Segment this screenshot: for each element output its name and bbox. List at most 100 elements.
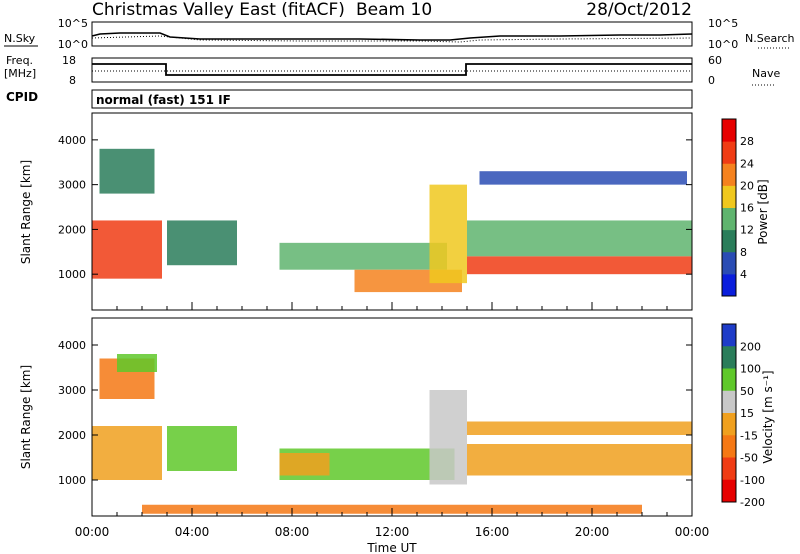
colorbar-tick-label: 200	[740, 340, 761, 353]
noise-left-tick-top: 10^5	[58, 17, 88, 30]
freq-tick-bottom: 8	[69, 74, 76, 87]
scatter-band	[467, 220, 692, 257]
y-tick-label: 1000	[58, 268, 86, 281]
colorbar-tick-label: -15	[740, 429, 758, 442]
scatter-band	[279, 242, 447, 270]
scatter-band	[167, 220, 237, 266]
freq-trace	[92, 63, 692, 76]
y-tick-label: 3000	[58, 179, 86, 192]
colorbar-tick-label: 100	[740, 363, 761, 376]
power-ylabel: Slant Range [km]	[19, 160, 33, 264]
colorbar-swatch	[722, 251, 736, 275]
scatter-band	[467, 256, 692, 275]
colorbar-swatch	[722, 229, 736, 253]
colorbar-swatch	[722, 346, 736, 369]
scatter-band	[92, 426, 162, 480]
noise-right-tick-bottom: 10^0	[708, 38, 738, 51]
velocity-panel-frame	[91, 317, 693, 517]
nsky-label: N.Sky	[4, 32, 36, 45]
cpid-label: CPID	[6, 90, 38, 104]
colorbar-tick-label: 50	[740, 385, 754, 398]
y-tick-label: 1000	[58, 474, 86, 487]
scatter-band	[479, 171, 687, 185]
time-axis-label: Time UT	[366, 541, 417, 554]
plot-title: Christmas Valley East (fitACF)	[92, 0, 345, 20]
colorbar-tick-label: 24	[740, 157, 754, 170]
time-tick-label: 00:00	[75, 525, 110, 539]
scatter-band	[429, 390, 467, 485]
colorbar-swatch	[722, 413, 736, 436]
nsearch-label: N.Search	[745, 32, 795, 45]
colorbar-tick-label: -200	[740, 496, 765, 509]
colorbar-tick-label: 8	[740, 246, 747, 259]
colorbar-swatch	[722, 479, 736, 503]
scatter-band	[467, 444, 692, 476]
nsearch-trace	[91, 35, 693, 43]
time-axis: 00:00 04:00 08:00 12:00 16:00 20:00 00:00	[75, 525, 710, 539]
velocity-colorbar: 200 100 50 15 -15 -50 -100 -200	[721, 323, 765, 509]
velocity-heatmap	[92, 354, 692, 514]
velocity-ylabel: Slant Range [km]	[19, 365, 33, 469]
colorbar-tick-label: 28	[740, 135, 754, 148]
scatter-band	[467, 421, 692, 435]
cpid-text: normal (fast) 151 IF	[96, 93, 231, 107]
power-colorbar-label: Power [dB]	[756, 179, 770, 244]
y-tick-label: 2000	[58, 429, 86, 442]
time-tick-label: 12:00	[375, 525, 410, 539]
colorbar-swatch	[722, 435, 736, 458]
nsky-trace	[91, 32, 693, 41]
freq-panel	[91, 57, 693, 83]
colorbar-frame	[721, 323, 737, 503]
scatter-band	[92, 220, 162, 279]
scatter-band	[167, 426, 237, 471]
freq-label-line2: [MHz]	[4, 67, 36, 80]
colorbar-tick-label: 12	[740, 224, 754, 237]
scatter-band	[99, 148, 155, 194]
colorbar-tick-label: -100	[740, 474, 765, 487]
beam-label: Beam 10	[356, 0, 432, 20]
scatter-band	[117, 354, 157, 372]
velocity-colorbar-label: Velocity [m s⁻¹]	[761, 370, 775, 463]
scatter-band	[429, 184, 467, 284]
cpid-panel	[91, 89, 693, 109]
y-tick-label: 2000	[58, 223, 86, 236]
time-tick-label: 00:00	[675, 525, 710, 539]
colorbar-swatch	[722, 163, 736, 186]
scatter-band	[279, 453, 330, 476]
colorbar-swatch	[722, 185, 736, 208]
freq-tick-top: 18	[62, 54, 76, 67]
freq-label-line1: Freq.	[6, 54, 33, 67]
velocity-axes: 1000 2000 3000 4000	[58, 339, 693, 516]
colorbar-frame	[721, 118, 737, 297]
colorbar-swatch	[722, 207, 736, 231]
y-tick-label: 3000	[58, 384, 86, 397]
nave-label: Nave	[752, 67, 780, 80]
colorbar-tick-label: 15	[740, 407, 754, 420]
colorbar-tick-label: 4	[740, 268, 747, 281]
power-axes: 1000 2000 3000 4000	[58, 134, 693, 310]
time-tick-label: 16:00	[475, 525, 510, 539]
time-tick-label: 20:00	[575, 525, 610, 539]
noise-left-tick-bottom: 10^0	[58, 38, 88, 51]
date-label: 28/Oct/2012	[586, 0, 692, 20]
colorbar-swatch	[722, 324, 736, 347]
colorbar-swatch	[722, 390, 736, 414]
colorbar-swatch	[722, 141, 736, 164]
y-tick-label: 4000	[58, 134, 86, 147]
noise-right-tick-top: 10^5	[708, 17, 738, 30]
y-tick-label: 4000	[58, 339, 86, 352]
nave-tick-bottom: 0	[708, 74, 715, 87]
power-colorbar: 4 8 12 16 20 24 28	[721, 118, 754, 297]
colorbar-tick-label: 20	[740, 179, 754, 192]
time-tick-label: 04:00	[175, 525, 210, 539]
noise-panel	[91, 21, 693, 47]
colorbar-swatch	[722, 273, 736, 297]
time-tick-label: 08:00	[275, 525, 310, 539]
power-heatmap	[92, 148, 692, 293]
colorbar-swatch	[722, 368, 736, 392]
colorbar-swatch	[722, 457, 736, 481]
colorbar-swatch	[722, 119, 736, 142]
nave-tick-top: 60	[708, 54, 722, 67]
colorbar-tick-label: -50	[740, 452, 758, 465]
